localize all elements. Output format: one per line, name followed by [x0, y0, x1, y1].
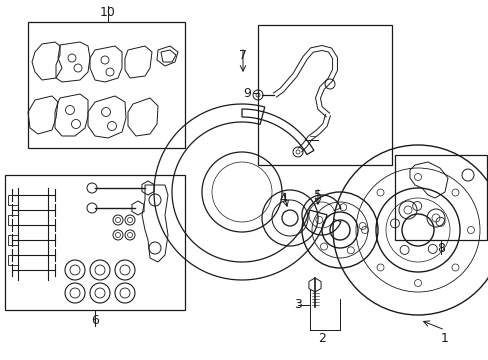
Text: 4: 4 — [279, 192, 286, 204]
Text: 8: 8 — [436, 242, 444, 255]
Text: 1: 1 — [440, 332, 448, 345]
Text: 3: 3 — [293, 298, 301, 311]
Text: 5: 5 — [313, 189, 321, 202]
Text: 2: 2 — [317, 332, 325, 345]
Text: 10: 10 — [100, 5, 116, 18]
Text: 9: 9 — [243, 86, 250, 99]
Text: 6: 6 — [91, 314, 99, 327]
Text: 7: 7 — [239, 49, 246, 62]
